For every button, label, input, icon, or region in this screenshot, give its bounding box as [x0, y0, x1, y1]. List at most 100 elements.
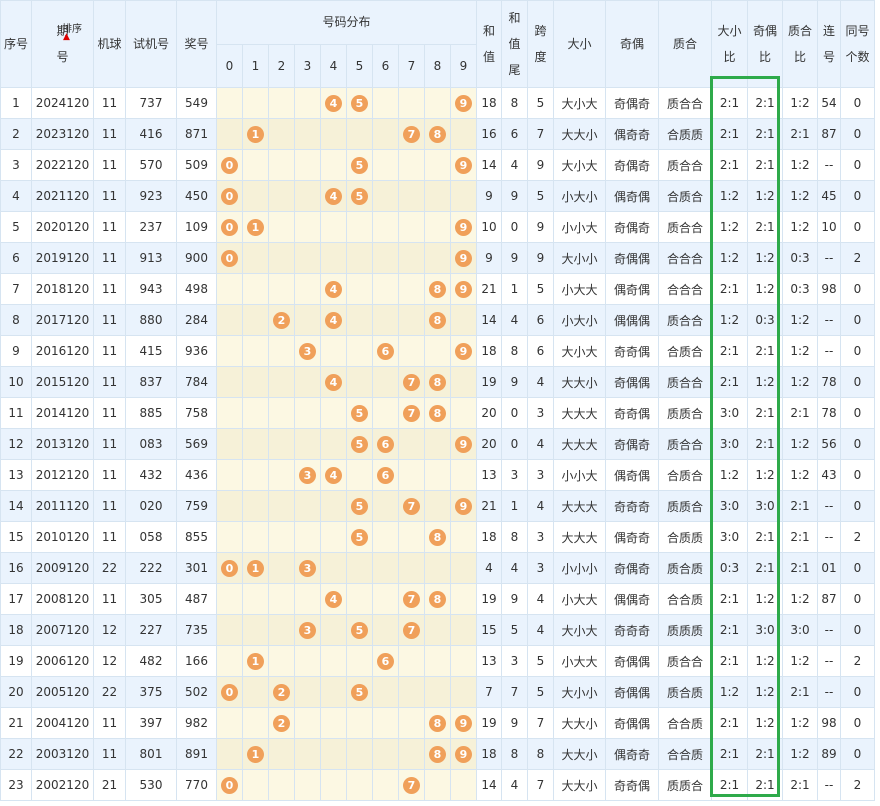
dist-cell-6 — [372, 769, 399, 801]
cell-same-count: 0 — [840, 304, 875, 336]
cell-sum: 21 — [476, 490, 502, 522]
cell-span: 4 — [527, 583, 554, 615]
cell-test-number: 083 — [125, 428, 177, 460]
number-ball: 4 — [325, 466, 342, 484]
col-period-header[interactable]: 期号 — [31, 0, 94, 88]
cell-pc-ratio: 1:2 — [782, 428, 818, 460]
dist-cell-1 — [242, 366, 269, 398]
dist-cell-3: 3 — [294, 614, 321, 646]
cell-oe-ratio: 1:2 — [747, 366, 783, 398]
cell-primecomp: 质合合 — [658, 428, 712, 460]
cell-primecomp: 质合合 — [658, 366, 712, 398]
dist-cell-2 — [268, 335, 295, 367]
cell-test-number: 375 — [125, 676, 177, 708]
cell-pc-ratio: 1:2 — [782, 180, 818, 212]
dist-cell-3 — [294, 738, 321, 770]
cell-same-count: 0 — [840, 459, 875, 491]
cell-consecutive: 43 — [817, 459, 841, 491]
cell-oe-ratio: 0:3 — [747, 304, 783, 336]
cell-bigsmall: 小大大 — [553, 273, 606, 305]
cell-period: 2022120 — [31, 149, 94, 181]
cell-oddeven: 奇偶偶 — [605, 366, 659, 398]
cell-bigsmall: 大小大 — [553, 614, 606, 646]
dist-cell-1: 1 — [242, 118, 269, 150]
cell-sum-tail: 5 — [501, 614, 528, 646]
cell-oddeven: 偶奇偶 — [605, 459, 659, 491]
dist-cell-2 — [268, 149, 295, 181]
cell-same-count: 0 — [840, 428, 875, 460]
digit-header-8: 8 — [424, 44, 451, 88]
cell-bs-ratio: 2:1 — [711, 614, 748, 646]
dist-cell-2: 2 — [268, 707, 295, 739]
cell-bigsmall: 小大大 — [553, 583, 606, 615]
cell-prize-number: 166 — [176, 645, 217, 677]
sort-arrow-icon[interactable]: ▲ — [63, 32, 70, 42]
cell-consecutive: 87 — [817, 583, 841, 615]
dist-cell-4 — [320, 335, 347, 367]
dist-cell-3 — [294, 583, 321, 615]
number-ball: 7 — [403, 776, 420, 794]
cell-bs-ratio: 1:2 — [711, 242, 748, 274]
cell-test-number: 432 — [125, 459, 177, 491]
dist-cell-2 — [268, 242, 295, 274]
cell-period: 2002120 — [31, 769, 94, 801]
cell-same-count: 0 — [840, 552, 875, 584]
col-test-header: 试机号 — [125, 0, 177, 88]
cell-prize-number: 284 — [176, 304, 217, 336]
cell-prize-number: 301 — [176, 552, 217, 584]
cell-consecutive: -- — [817, 645, 841, 677]
dist-cell-1 — [242, 707, 269, 739]
cell-pc-ratio: 0:3 — [782, 242, 818, 274]
cell-primecomp: 合合合 — [658, 273, 712, 305]
number-ball: 5 — [351, 187, 368, 205]
table-row: 3 2022120 11 570 509 0 5 9 14 4 9 大小大 奇偶奇 质合合 2:1 2:1 1:… — [0, 149, 875, 181]
cell-pc-ratio: 1:2 — [782, 87, 818, 119]
cell-oddeven: 偶偶偶 — [605, 304, 659, 336]
cell-seq: 12 — [0, 428, 32, 460]
cell-test-number: 227 — [125, 614, 177, 646]
number-ball: 7 — [403, 404, 420, 422]
cell-sum-tail: 3 — [501, 459, 528, 491]
cell-oddeven: 奇偶奇 — [605, 428, 659, 460]
cell-oe-ratio: 2:1 — [747, 552, 783, 584]
dist-cell-6 — [372, 366, 399, 398]
table-row: 11 2014120 11 885 758 5 7 8 20 0 3 大大大 奇奇偶 质质合 3:0 2:1 2… — [0, 397, 875, 429]
cell-oddeven: 奇偶偶 — [605, 645, 659, 677]
cell-oddeven: 偶奇奇 — [605, 118, 659, 150]
cell-test-number: 570 — [125, 149, 177, 181]
number-ball: 8 — [429, 714, 446, 732]
table-row: 12 2013120 11 083 569 5 6 9 20 0 4 大大大 奇偶奇 质合合 3:0 2:1 1… — [0, 428, 875, 460]
cell-span: 7 — [527, 769, 554, 801]
cell-span: 4 — [527, 366, 554, 398]
cell-period: 2007120 — [31, 614, 94, 646]
cell-same-count: 0 — [840, 707, 875, 739]
cell-sum: 7 — [476, 676, 502, 708]
digit-header-1: 1 — [242, 44, 269, 88]
dist-cell-3 — [294, 366, 321, 398]
cell-consecutive: 98 — [817, 273, 841, 305]
dist-cell-0: 0 — [216, 149, 243, 181]
cell-prize-number: 900 — [176, 242, 217, 274]
cell-consecutive: 98 — [817, 707, 841, 739]
sort-button[interactable]: 排序 — [62, 24, 82, 35]
cell-same-count: 0 — [840, 397, 875, 429]
table-row: 4 2021120 11 923 450 0 4 5 9 9 5 小大小 偶奇偶 合质合 1:2 1:2 1:2… — [0, 180, 875, 212]
dist-cell-5 — [346, 459, 373, 491]
cell-primecomp: 质合质 — [658, 552, 712, 584]
dist-cell-9 — [450, 614, 477, 646]
cell-same-count: 0 — [840, 366, 875, 398]
dist-cell-6 — [372, 211, 399, 243]
cell-bs-ratio: 2:1 — [711, 273, 748, 305]
dist-cell-9: 9 — [450, 707, 477, 739]
cell-seq: 23 — [0, 769, 32, 801]
cell-seq: 21 — [0, 707, 32, 739]
number-ball: 2 — [273, 683, 290, 701]
cell-period: 2020120 — [31, 211, 94, 243]
cell-machine: 11 — [93, 707, 126, 739]
cell-period: 2011120 — [31, 490, 94, 522]
table-row: 18 2007120 12 227 735 3 5 7 15 5 4 大小大 奇奇奇 质质质 2:1 3:0 3… — [0, 614, 875, 646]
cell-seq: 7 — [0, 273, 32, 305]
cell-same-count: 0 — [840, 273, 875, 305]
dist-cell-9: 9 — [450, 242, 477, 274]
cell-machine: 11 — [93, 211, 126, 243]
